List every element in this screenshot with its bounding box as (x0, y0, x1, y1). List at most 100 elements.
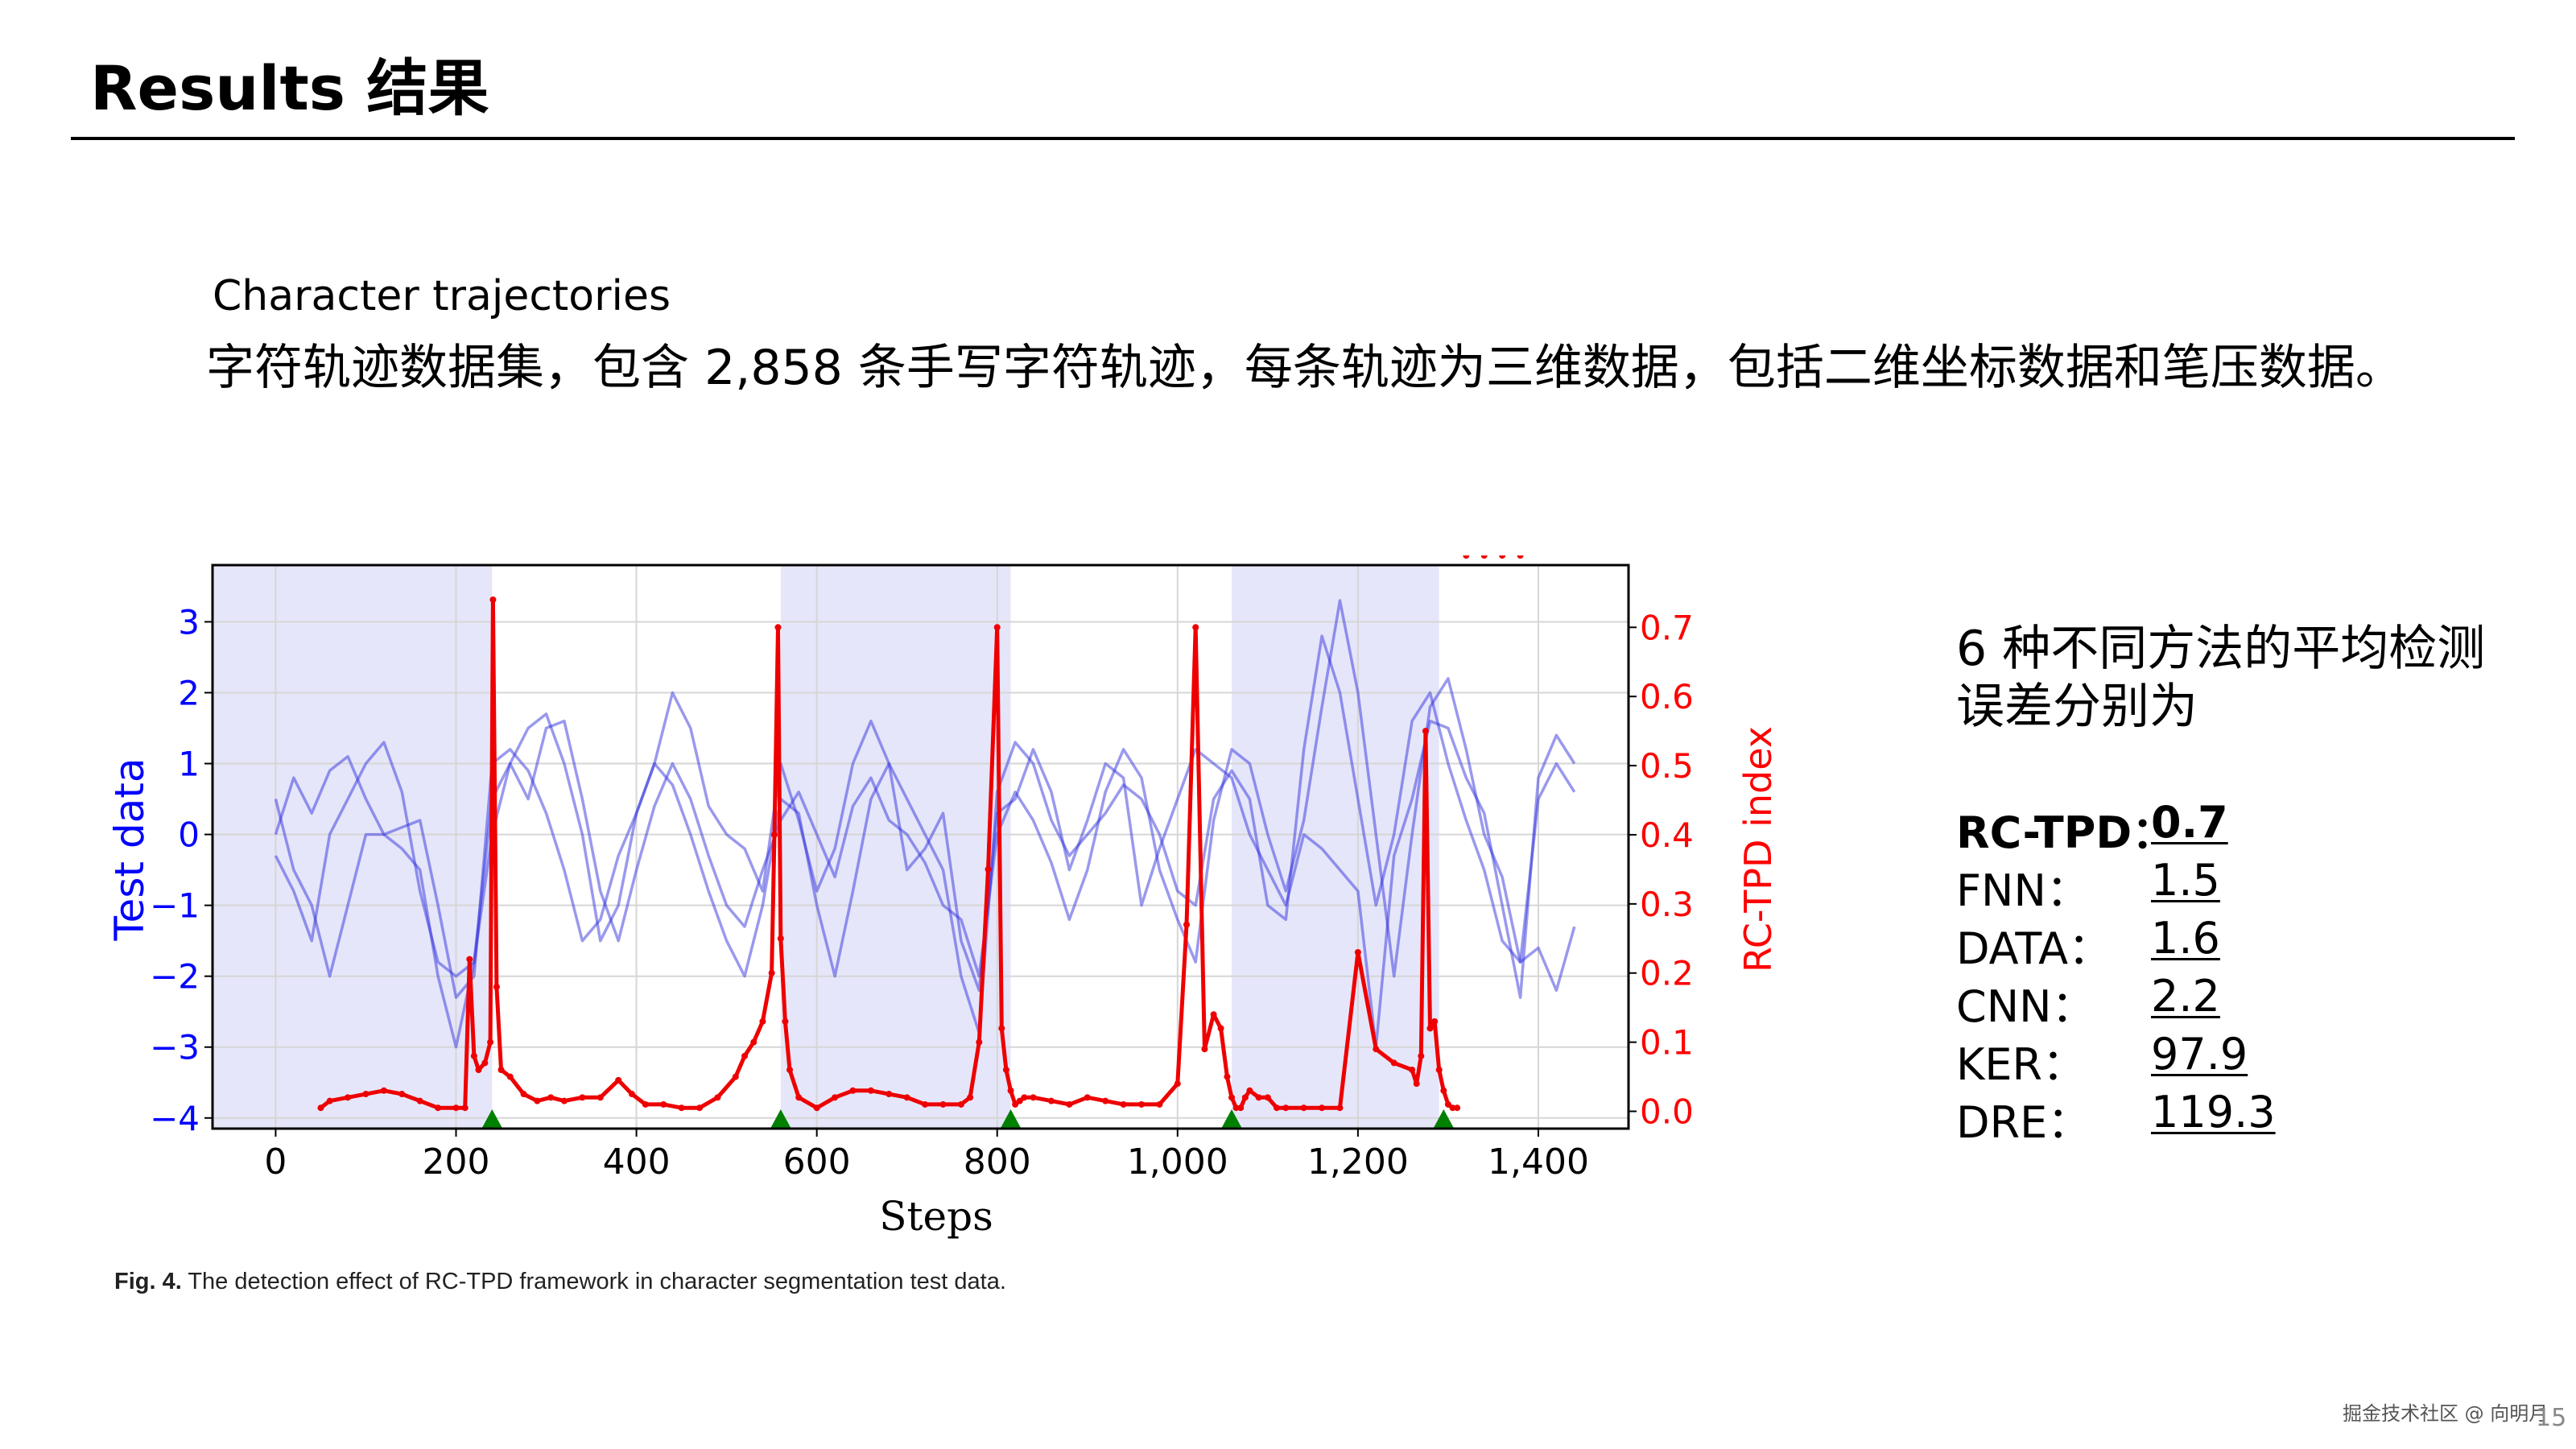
y-right-tick-label: 0.4 (1640, 815, 1694, 855)
rc-tpd-point (678, 1104, 685, 1112)
change-point-marker (1221, 1109, 1243, 1129)
rc-tpd-point (1210, 1011, 1217, 1018)
shaded-region (780, 565, 1011, 1129)
rc-tpd-point (1174, 1080, 1181, 1088)
rc-tpd-point (435, 1104, 442, 1112)
result-method: DATA： (1956, 923, 2112, 974)
rc-tpd-point (867, 1087, 874, 1094)
title-divider (71, 137, 2515, 140)
rc-tpd-point (660, 1100, 667, 1108)
plot-frame (211, 564, 1630, 1130)
rc-tpd-point (957, 1100, 964, 1108)
rc-tpd-point (1156, 1100, 1163, 1108)
rc-tpd-point (1354, 948, 1361, 956)
x-tick-label: 400 (603, 1141, 671, 1183)
rc-tpd-point (1274, 1104, 1281, 1112)
detection-chart: 0 200 400 600 800 1,000 1,200 1,400 3 2 1 0 −1 −2 −3 −4… (106, 555, 1780, 1240)
x-tick-label: 1,400 (1488, 1141, 1589, 1183)
rc-tpd-point (326, 1097, 333, 1104)
rc-tpd-point (1440, 1087, 1447, 1094)
grid-lines (213, 565, 1629, 1129)
rc-tpd-point (886, 1091, 893, 1098)
summary-title: 6 种不同方法的平均检测误差分别为 (1956, 621, 2486, 735)
rc-tpd-point (398, 1091, 406, 1098)
rc-tpd-point (1413, 1080, 1420, 1088)
rc-tpd-point (998, 1025, 1005, 1032)
result-value: 119.3 (2151, 1087, 2276, 1137)
rc-tpd-point (489, 596, 497, 603)
result-value: 2.2 (2151, 971, 2220, 1022)
rc-tpd-point (1282, 1104, 1290, 1112)
rc-tpd-point (547, 1094, 555, 1101)
change-point-marker (481, 1109, 503, 1129)
y-left-tick-label: −3 (150, 1028, 200, 1067)
change-point-marker (770, 1109, 791, 1129)
rc-tpd-point (579, 1094, 586, 1101)
rc-tpd-point (1084, 1094, 1091, 1101)
change-point-markers (481, 1109, 1455, 1129)
y-right-tick-label: 0.6 (1640, 677, 1694, 716)
rc-tpd-point (1463, 555, 1470, 559)
tick-labels: 0 200 400 600 800 1,000 1,200 1,400 3 2 1 0 −1 −2 −3 −4… (150, 602, 1694, 1183)
rc-tpd-point (813, 1104, 820, 1112)
rc-tpd-point (1435, 1066, 1443, 1073)
rc-tpd-point (1418, 1052, 1425, 1059)
x-tick-label: 200 (423, 1141, 490, 1183)
rc-tpd-point (1224, 1073, 1231, 1080)
rc-tpd-point (1066, 1100, 1073, 1108)
rc-tpd-point (1300, 1104, 1307, 1112)
rc-tpd-point (1183, 921, 1191, 928)
change-point-marker (1433, 1109, 1455, 1129)
dataset-description: 字符轨迹数据集，包含 2,858 条手写字符轨迹，每条轨迹为三维数据，包括二维坐… (206, 340, 2404, 396)
rc-tpd-point (1431, 1018, 1439, 1025)
shaded-region (1232, 565, 1439, 1129)
rc-tpd-point (1264, 1094, 1271, 1101)
figure-caption-text: The detection effect of RC-TPD framework… (188, 1269, 1006, 1294)
x-tick-label: 800 (964, 1141, 1031, 1183)
result-value: 0.7 (2151, 797, 2228, 848)
rc-tpd-point (345, 1094, 352, 1101)
rc-tpd-point (642, 1100, 649, 1108)
rc-tpd-point (832, 1094, 839, 1101)
rc-tpd-point (777, 935, 784, 942)
rc-tpd-point (750, 1038, 758, 1046)
rc-tpd-point (1336, 1104, 1344, 1112)
rc-tpd-point (939, 1100, 947, 1108)
result-value: 1.6 (2151, 913, 2220, 964)
x-axis-label: Steps (879, 1193, 993, 1240)
rc-tpd-point (452, 1104, 460, 1112)
rc-tpd-point (628, 1091, 635, 1098)
x-tick-label: 600 (783, 1141, 851, 1183)
rc-tpd-point (1241, 1094, 1249, 1101)
rc-tpd-point (506, 1073, 514, 1080)
result-method: CNN： (1956, 981, 2095, 1032)
rc-tpd-point (1319, 1104, 1326, 1112)
rc-tpd-point (1012, 1100, 1019, 1108)
rc-tpd-point (362, 1091, 369, 1098)
rc-tpd-point (1373, 1046, 1380, 1053)
y-left-tick-label: 1 (178, 745, 200, 784)
rc-tpd-point (597, 1094, 604, 1101)
y-axis-left-label: Test data (106, 758, 153, 942)
y-left-tick-label: 0 (178, 815, 200, 855)
rc-tpd-point (1444, 1100, 1451, 1108)
rc-tpd-point (1016, 1097, 1023, 1104)
rc-tpd-point (759, 1018, 766, 1025)
rc-tpd-point (1137, 1100, 1145, 1108)
slide-title: Results 结果 (90, 52, 489, 124)
y-left-tick-label: 3 (178, 602, 200, 642)
rc-tpd-point (1449, 1104, 1456, 1112)
rc-tpd-point (1192, 624, 1199, 631)
watermark: 掘金技术社区 @ 向明月 (2343, 1402, 2549, 1425)
x-tick-label: 1,200 (1307, 1141, 1409, 1183)
rc-tpd-point (1454, 1104, 1461, 1112)
rc-tpd-point (714, 1094, 721, 1101)
rc-tpd-point (1002, 1066, 1009, 1073)
rc-tpd-point (534, 1097, 541, 1104)
dataset-name: Character trajectories (213, 272, 671, 320)
shaded-regions (213, 565, 1439, 1129)
rc-tpd-point (317, 1104, 324, 1112)
result-method: RC-TPD： (1956, 807, 2176, 858)
result-method: DRE： (1956, 1097, 2091, 1148)
rc-tpd-point (774, 624, 782, 631)
